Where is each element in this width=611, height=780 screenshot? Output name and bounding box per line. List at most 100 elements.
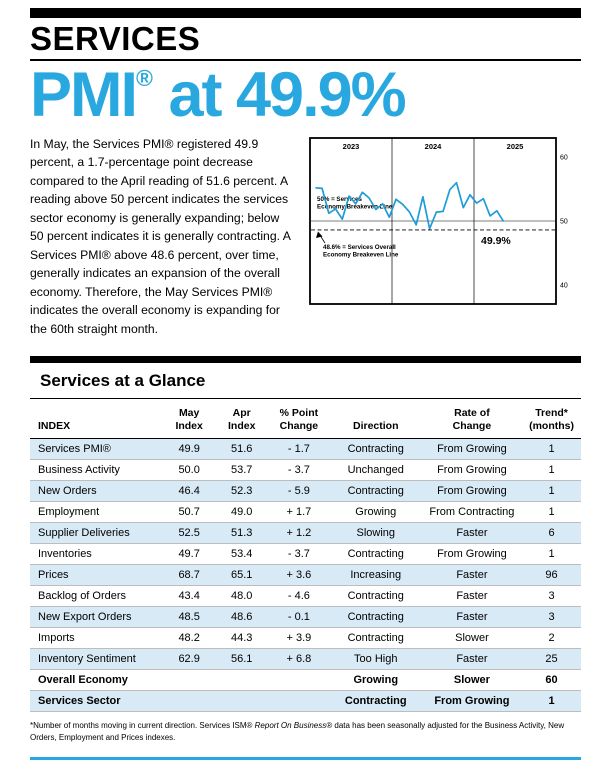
footnote-post: data has been seasonally adjusted for th… (30, 721, 565, 742)
table-cell: Imports (30, 627, 163, 650)
table-cell: New Orders (30, 480, 163, 503)
glance-header-row: INDEX May Index Apr Index% Point Change Dir… (30, 401, 581, 440)
registered-mark: ® (136, 64, 153, 91)
table-cell: 68.7 (162, 564, 216, 587)
table-cell: Inventories (30, 543, 163, 566)
table-row: Supplier Deliveries 52.5 51.3 + 1.2 Slowing F… (30, 522, 581, 545)
table-cell: 49.7 (162, 543, 216, 566)
pmi-line (315, 181, 505, 230)
glance-title: Services at a Glance (40, 371, 206, 391)
table-cell: - 3.7 (268, 459, 330, 482)
table-row: Prices 68.7 65.1 + 3.6 Increasing Faster 96 (30, 564, 581, 587)
table-cell: + 3.9 (268, 627, 330, 650)
table-cell: 65.1 (215, 564, 268, 587)
table-cell: - 3.7 (268, 543, 330, 566)
table-row: Employment 50.7 49.0 + 1.7 Growing From Contr… (30, 501, 581, 524)
headline-word: PMI (30, 59, 138, 130)
table-cell: 43.4 (162, 585, 216, 608)
table-cell: Contracting (329, 690, 422, 713)
table-cell: + 3.6 (268, 564, 330, 587)
glance-table: INDEX May Index Apr Index% Point Change Dir… (30, 401, 581, 713)
table-cell: Overall Economy (30, 669, 163, 692)
table-cell: 48.5 (162, 606, 216, 629)
table-cell: - 4.6 (268, 585, 330, 608)
y-tick-label: 50 (560, 218, 568, 225)
table-row: Services PMI® 49.9 51.6- 1.7 Contracting Fro… (30, 438, 581, 461)
table-cell: From Growing (421, 480, 523, 503)
table-cell: Contracting (329, 585, 422, 608)
table-cell (268, 690, 330, 713)
table-cell: 48.2 (162, 627, 216, 650)
table-row: New Orders 46.4 52.3- 5.9 Contracting From G… (30, 480, 581, 503)
table-cell: Faster (421, 606, 523, 629)
intro-paragraph: In May, the Services PMI® registered 49.… (30, 136, 291, 336)
table-cell (162, 690, 216, 713)
table-cell: 49.9 (162, 438, 216, 461)
table-cell: Faster (421, 648, 523, 671)
table-row: Business Activity 50.0 53.7- 3.7 Unchanged F… (30, 459, 581, 482)
table-cell: 48.0 (215, 585, 268, 608)
table-cell: Increasing (329, 564, 422, 587)
glance-top-bar (30, 356, 581, 364)
bottom-blue-bar (30, 756, 581, 760)
table-cell: Too High (329, 648, 422, 671)
table-cell (215, 669, 268, 692)
table-cell: 3 (522, 606, 581, 629)
annotation-48-6: 48.6% = Services Overall (323, 244, 396, 251)
table-cell: Business Activity (30, 459, 163, 482)
table-cell: Services PMI® (30, 438, 163, 461)
table-cell: + 1.7 (268, 501, 330, 524)
glance-section: Services at a Glance INDEX May Index Apr I… (30, 356, 581, 713)
column-header: Apr Index (215, 401, 268, 440)
table-cell: 52.3 (215, 480, 268, 503)
chart-frame (309, 136, 557, 305)
table-cell: 50.7 (162, 501, 216, 524)
table-row: Backlog of Orders 43.4 48.0- 4.6 Contractin… (30, 585, 581, 608)
table-cell: 48.6 (215, 606, 268, 629)
headline-rest: at 49.9% (152, 59, 406, 130)
table-cell: + 1.2 (268, 522, 330, 545)
table-cell: 50.0 (162, 459, 216, 482)
table-cell: 51.3 (215, 522, 268, 545)
table-row: Inventories 49.7 53.4- 3.7 Contracting From … (30, 543, 581, 566)
table-cell: - 0.1 (268, 606, 330, 629)
year-label: 2023 (343, 142, 360, 151)
table-row: Services Sector Contracting From Growing 1 (30, 690, 581, 713)
annotation-arrowhead (316, 231, 323, 238)
column-header: Direction (329, 401, 422, 440)
table-cell: Faster (421, 522, 523, 545)
table-cell: 2 (522, 627, 581, 650)
table-cell: Contracting (329, 480, 422, 503)
table-cell: Growing (329, 501, 422, 524)
table-cell: Faster (421, 564, 523, 587)
headline: PMI® at 49.9% (30, 63, 581, 127)
table-cell: 6 (522, 522, 581, 545)
table-row: Imports 48.2 44.3 + 3.9 Contracting Slower 2 (30, 627, 581, 650)
y-tick-label: 60 (560, 154, 568, 161)
table-cell: - 5.9 (268, 480, 330, 503)
table-cell (268, 669, 330, 692)
table-cell: 1 (522, 501, 581, 524)
table-cell: New Export Orders (30, 606, 163, 629)
table-cell: Slower (421, 669, 523, 692)
year-label: 2025 (507, 142, 524, 151)
table-cell: 1 (522, 543, 581, 566)
table-cell (162, 669, 216, 692)
column-header: Trend* (months) (522, 401, 581, 440)
footnote: *Number of months moving in current dire… (30, 720, 581, 742)
table-cell: - 1.7 (268, 438, 330, 461)
table-cell (215, 690, 268, 713)
table-cell: Prices (30, 564, 163, 587)
table-cell: Contracting (329, 438, 422, 461)
table-cell: Backlog of Orders (30, 585, 163, 608)
annotation-50: 50% = Services (317, 196, 362, 203)
footnote-pre: *Number of months moving in current dire… (30, 721, 255, 731)
table-cell: From Contracting (421, 501, 523, 524)
table-cell: Slowing (329, 522, 422, 545)
table-cell: 62.9 (162, 648, 216, 671)
table-cell: 46.4 (162, 480, 216, 503)
table-cell: Contracting (329, 543, 422, 566)
table-cell: 49.0 (215, 501, 268, 524)
table-cell: Slower (421, 627, 523, 650)
table-row: New Export Orders 48.5 48.6- 0.1 Contractin… (30, 606, 581, 629)
